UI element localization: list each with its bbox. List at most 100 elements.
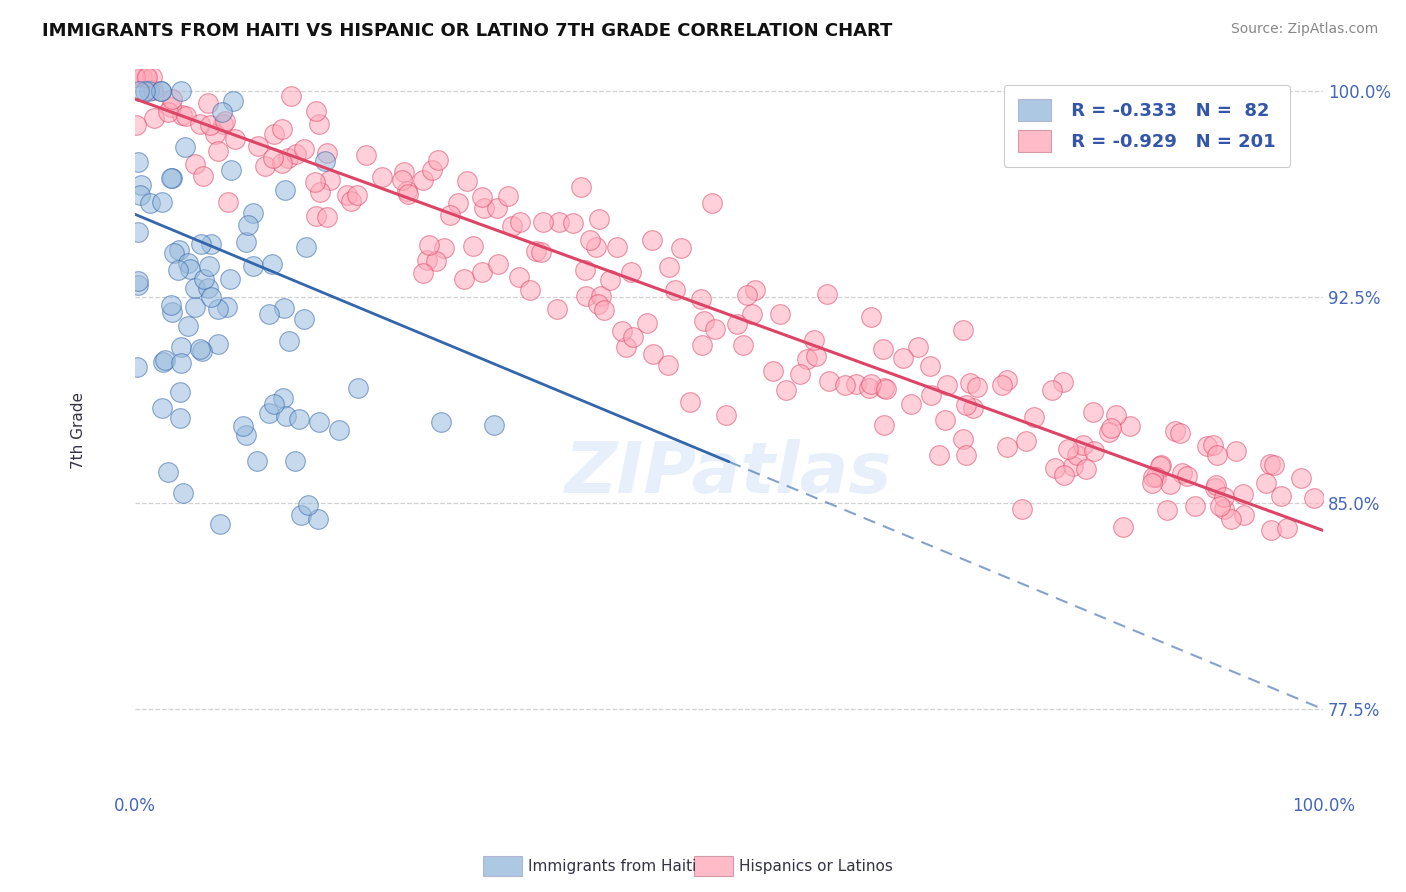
Point	[420, 162, 443, 177]
Point	[1270, 489, 1292, 503]
Point	[690, 292, 713, 306]
Point	[174, 110, 197, 124]
Point	[163, 246, 186, 260]
Point	[995, 440, 1018, 454]
Point	[1263, 458, 1285, 473]
Point	[288, 412, 311, 426]
Point	[692, 314, 714, 328]
Point	[214, 114, 236, 128]
Point	[308, 117, 330, 131]
Point	[157, 104, 180, 119]
Point	[177, 256, 200, 270]
Point	[396, 187, 419, 202]
Point	[1219, 511, 1241, 525]
Point	[508, 269, 530, 284]
Point	[169, 243, 191, 257]
Point	[530, 244, 553, 259]
Point	[170, 340, 193, 354]
Point	[641, 233, 664, 247]
Text: Immigrants from Haiti: Immigrants from Haiti	[527, 859, 696, 873]
Point	[1209, 500, 1232, 514]
Point	[1015, 434, 1038, 448]
Point	[191, 344, 214, 359]
Point	[959, 376, 981, 391]
Point	[834, 377, 856, 392]
Point	[439, 208, 461, 222]
Point	[1260, 457, 1282, 471]
Point	[219, 271, 242, 285]
Point	[336, 188, 359, 202]
Point	[524, 244, 547, 258]
Point	[482, 417, 505, 432]
Point	[273, 392, 295, 406]
Point	[1164, 424, 1187, 438]
Point	[319, 172, 342, 186]
Point	[315, 146, 337, 161]
Point	[1105, 408, 1128, 422]
Point	[845, 376, 868, 391]
Point	[193, 272, 215, 286]
Point	[162, 92, 184, 106]
Point	[1260, 523, 1282, 537]
Point	[204, 127, 226, 141]
Point	[188, 117, 211, 131]
Point	[586, 297, 609, 311]
Point	[340, 194, 363, 208]
Point	[588, 211, 610, 226]
Point	[236, 218, 259, 232]
Point	[242, 259, 264, 273]
Point	[135, 70, 157, 84]
Point	[1150, 458, 1173, 472]
Point	[461, 239, 484, 253]
Point	[1159, 477, 1181, 491]
Point	[1022, 409, 1045, 424]
Point	[447, 195, 470, 210]
Text: Source: ZipAtlas.com: Source: ZipAtlas.com	[1230, 22, 1378, 37]
Point	[169, 385, 191, 400]
Point	[211, 104, 233, 119]
Point	[211, 117, 233, 131]
Point	[426, 153, 449, 167]
Point	[907, 340, 929, 354]
Point	[1175, 469, 1198, 483]
Point	[1303, 491, 1326, 505]
Point	[354, 148, 377, 162]
Point	[1225, 444, 1247, 458]
Point	[262, 151, 284, 165]
Point	[328, 424, 350, 438]
Point	[188, 342, 211, 356]
Point	[124, 70, 146, 84]
Point	[1053, 467, 1076, 482]
Point	[257, 308, 280, 322]
Point	[138, 83, 160, 97]
Point	[1201, 438, 1223, 452]
Point	[671, 241, 693, 255]
Point	[415, 253, 437, 268]
Point	[127, 274, 149, 288]
Point	[472, 201, 495, 215]
Point	[297, 498, 319, 512]
Point	[690, 338, 713, 352]
Point	[921, 388, 943, 402]
Point	[1232, 486, 1254, 500]
Point	[1206, 448, 1229, 462]
Point	[1042, 383, 1064, 397]
Point	[817, 287, 839, 301]
Point	[129, 188, 152, 202]
Point	[471, 190, 494, 204]
Point	[316, 211, 339, 225]
Point	[391, 173, 413, 187]
Point	[412, 173, 434, 187]
Point	[127, 155, 149, 169]
Point	[150, 83, 173, 97]
Point	[1112, 520, 1135, 534]
Point	[271, 155, 294, 169]
Point	[775, 384, 797, 398]
Point	[235, 427, 257, 442]
Point	[425, 254, 447, 268]
Point	[271, 121, 294, 136]
Point	[700, 195, 723, 210]
Point	[127, 359, 149, 374]
Point	[276, 409, 298, 424]
Point	[762, 364, 785, 378]
